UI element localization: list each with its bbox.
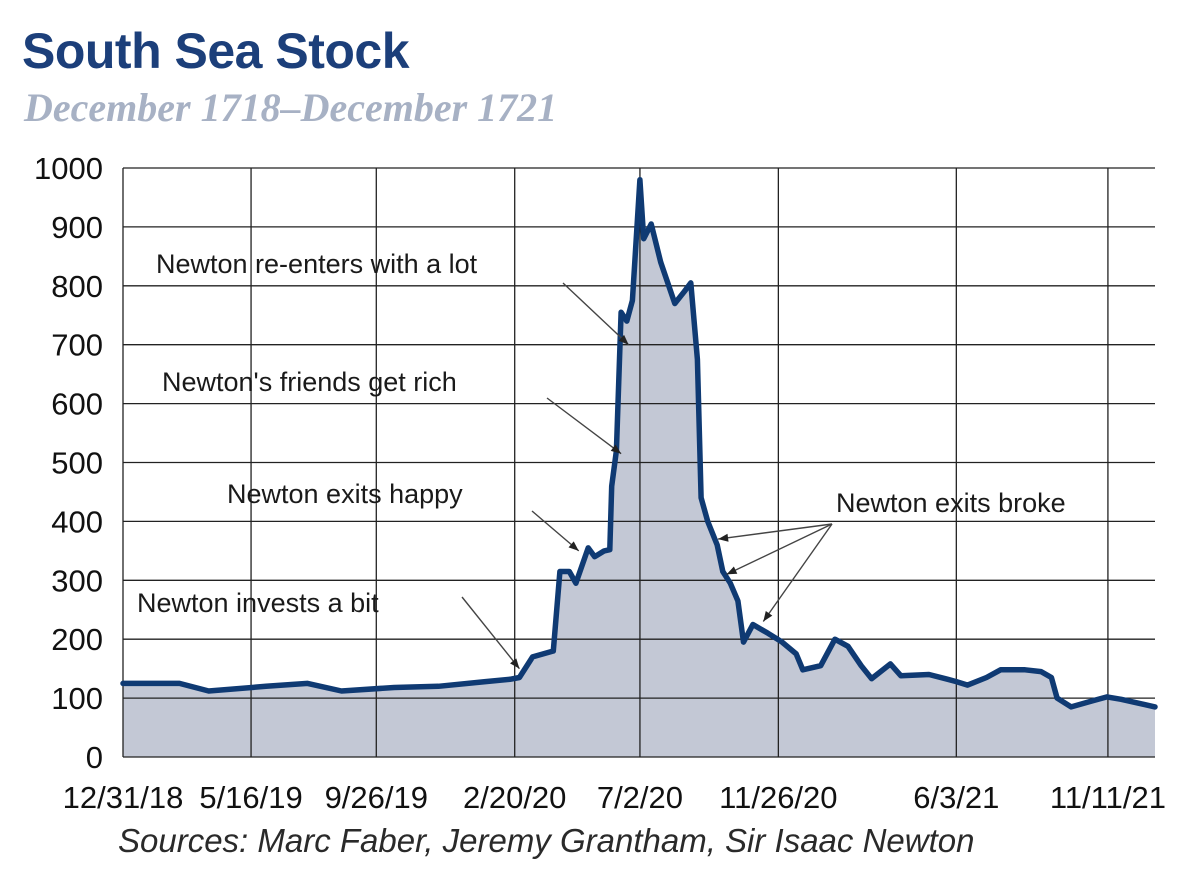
- annotation-label: Newton exits happy: [227, 479, 463, 509]
- annotation-leader-line: [461, 596, 520, 670]
- annotation-arrowhead: [610, 444, 622, 454]
- y-tick-label: 200: [51, 622, 103, 657]
- x-tick-label: 9/26/19: [325, 780, 428, 815]
- x-tick-label: 5/16/19: [199, 780, 302, 815]
- y-tick-label: 400: [51, 504, 103, 539]
- annotation-arrowhead: [618, 334, 629, 345]
- annotation-label: Newton invests a bit: [137, 588, 379, 618]
- y-tick-label: 500: [51, 446, 103, 481]
- chart-subtitle: December 1718–December 1721: [24, 85, 558, 130]
- y-tick-label: 1000: [34, 151, 103, 186]
- annotation-label: Newton's friends get rich: [162, 367, 457, 397]
- y-tick-label: 800: [51, 269, 103, 304]
- annotation-leader-line: [531, 510, 580, 552]
- annotation-leader-line: [718, 523, 833, 540]
- x-tick-label: 7/2/20: [597, 780, 683, 815]
- annotation-arrowhead: [726, 566, 738, 575]
- annotation-arrowhead: [568, 541, 579, 551]
- annotation-label: Newton re-enters with a lot: [156, 249, 478, 279]
- y-tick-label: 900: [51, 210, 103, 245]
- x-tick-label: 6/3/21: [913, 780, 999, 815]
- annotation-leader-line: [726, 523, 833, 576]
- x-tick-label: 2/20/20: [463, 780, 566, 815]
- x-tick-label: 11/11/21: [1050, 780, 1166, 815]
- chart-source-note: Sources: Marc Faber, Jeremy Grantham, Si…: [118, 822, 975, 859]
- chart-title: South Sea Stock: [22, 23, 410, 79]
- x-tick-label: 11/26/20: [719, 780, 837, 815]
- price-line: [120, 177, 1158, 710]
- y-tick-label: 0: [86, 740, 103, 775]
- y-tick-label: 600: [51, 387, 103, 422]
- y-tick-label: 300: [51, 563, 103, 598]
- y-tick-label: 100: [51, 681, 103, 716]
- annotation-arrowhead: [718, 533, 729, 542]
- annotation-leader-line: [762, 523, 833, 622]
- annotation-arrowhead: [763, 611, 773, 622]
- x-tick-label: 12/31/18: [63, 780, 184, 815]
- annotation-leader-line: [546, 397, 622, 455]
- y-tick-label: 700: [51, 328, 103, 363]
- annotation-leader-line: [562, 282, 630, 346]
- annotation-label: Newton exits broke: [836, 488, 1066, 518]
- annotation-arrowhead: [510, 658, 520, 669]
- price-area-fill: [123, 179, 1155, 758]
